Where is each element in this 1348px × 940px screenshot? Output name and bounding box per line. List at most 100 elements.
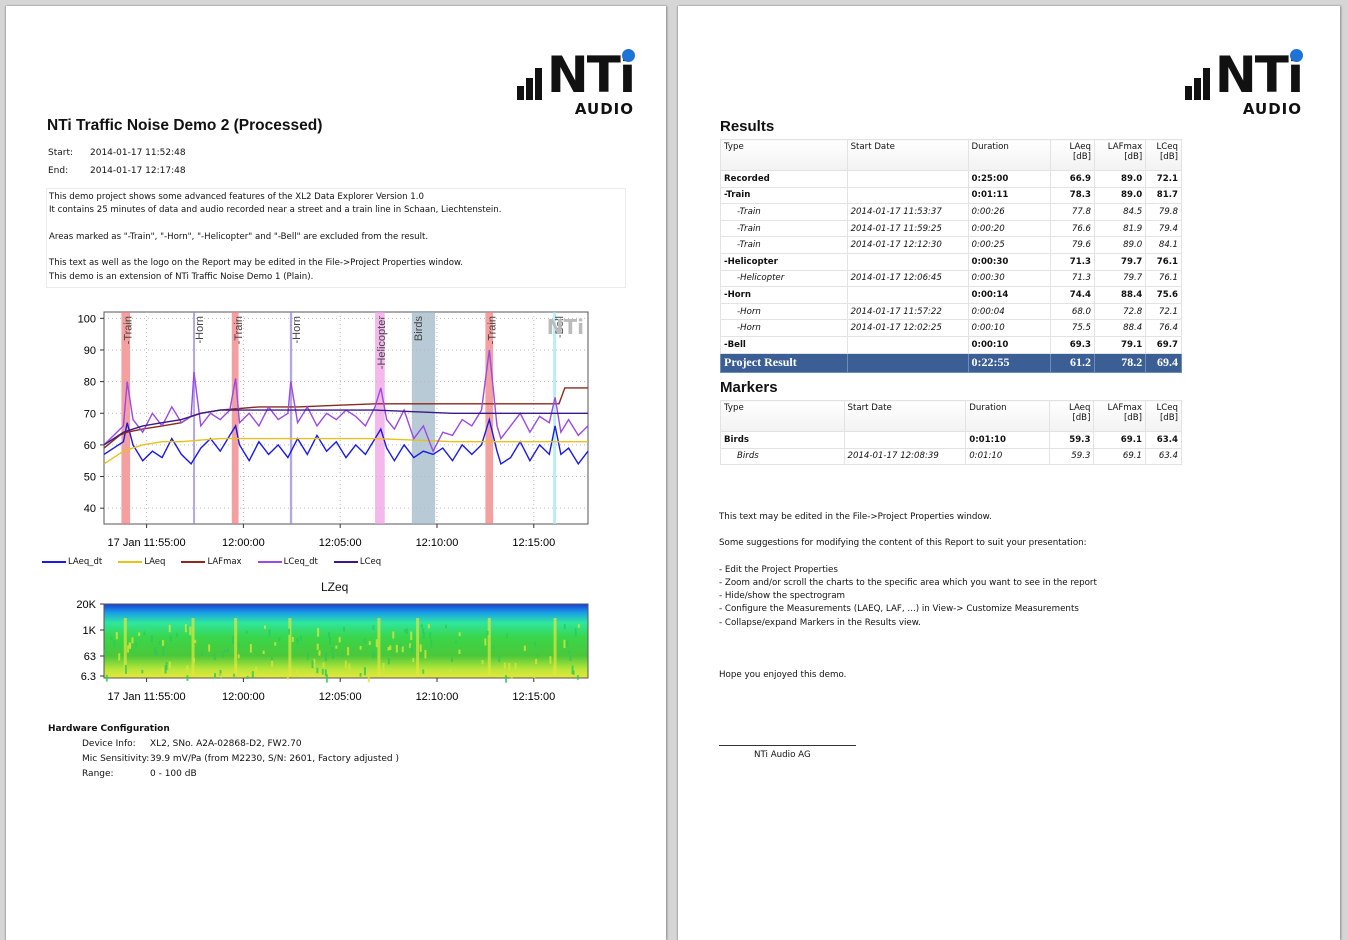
hardware-key: Range:	[82, 769, 114, 779]
legend-item[interactable]: LAeq_dt	[42, 557, 102, 567]
spectrogram-cell	[389, 645, 392, 651]
header-unit: [dB]	[1072, 152, 1091, 162]
suggestion-item: - Hide/show the spectrogram	[719, 591, 845, 602]
header-label: Duration	[971, 142, 1009, 152]
table-row[interactable]: Birds 2014-01-17 12:08:39 0:01:10 59.3 69.1 6…	[720, 447, 1182, 466]
table-cell: Birds	[720, 447, 845, 466]
column-header[interactable]: LCeq [dB]	[1145, 400, 1182, 432]
column-header[interactable]: Duration	[965, 400, 1050, 432]
table-cell: 0:01:10	[965, 447, 1050, 466]
table-cell: 59.3	[1048, 447, 1095, 466]
description-line: Areas marked as "-Train", "-Horn", "-Hel…	[49, 231, 429, 242]
table-row[interactable]: Birds 0:01:10 59.3 69.1 63.4	[720, 431, 1182, 449]
table-cell: 2014-01-17 11:59:25	[846, 219, 969, 238]
spectrogram-cell	[563, 639, 566, 649]
table-cell: 74.4	[1049, 286, 1096, 304]
table-row[interactable]: -Helicopter 0:00:30 71.3 79.7 76.1	[720, 252, 1182, 271]
table-cell: 79.6	[1049, 236, 1096, 254]
table-cell: -Train	[720, 203, 848, 221]
column-header[interactable]: Duration	[967, 139, 1051, 171]
x-tick-label: 12:10:00	[416, 691, 459, 703]
table-cell	[846, 335, 969, 354]
level-chart[interactable]: -Train -Horn -Train -Horn -Helicopter Birds -T…	[56, 302, 596, 552]
table-cell: 61.2	[1049, 352, 1096, 373]
spectrogram-cell	[563, 624, 566, 629]
column-header[interactable]: LAeq [dB]	[1049, 139, 1096, 171]
legend-label: LAeq	[144, 557, 166, 567]
table-cell: 2014-01-17 12:06:45	[846, 269, 969, 288]
column-header[interactable]: Type	[720, 400, 845, 432]
marker-band	[553, 312, 557, 524]
table-row[interactable]: -Helicopter 2014-01-17 12:06:45 0:00:30 71.…	[720, 269, 1182, 288]
column-header[interactable]: Type	[720, 139, 848, 171]
column-header[interactable]: LAeq [dB]	[1048, 400, 1095, 432]
spectrogram-cell	[213, 653, 216, 661]
table-row[interactable]: -Train 2014-01-17 11:53:37 0:00:26 77.8 84.5…	[720, 203, 1182, 221]
spectrogram-chart[interactable]: 20K 1K 63 6.3 17 Jan 11:55:00 12:00:00 12:05:0…	[56, 594, 596, 706]
table-row[interactable]: -Bell 0:00:10 69.3 79.1 69.7	[720, 335, 1182, 354]
closing-line: Hope you enjoyed this demo.	[719, 670, 847, 681]
spectrogram-title: LZeq	[321, 580, 349, 594]
table-row[interactable]: -Train 0:01:11 78.3 89.0 81.7	[720, 186, 1182, 205]
spectrogram-cell	[505, 633, 508, 639]
spectrogram-cell	[367, 675, 370, 683]
legend-item[interactable]: LCeq_dt	[257, 557, 318, 567]
column-header[interactable]: LCeq [dB]	[1145, 139, 1182, 171]
spectrogram-cell	[481, 660, 484, 665]
report-page-2: NTi AUDIO Results Type Start Date Duration…	[678, 6, 1340, 940]
table-row[interactable]: -Horn 0:00:14 74.4 88.4 75.6	[720, 286, 1182, 304]
table-cell	[846, 170, 969, 188]
spectrogram-cell	[401, 646, 404, 653]
table-cell: 69.3	[1049, 335, 1096, 354]
spectrogram-cell	[363, 638, 366, 644]
table-row[interactable]: -Train 2014-01-17 12:12:30 0:00:25 79.6 89.0…	[720, 236, 1182, 254]
end-value: 2014-01-17 12:17:48	[90, 166, 186, 176]
spectrogram-cell	[220, 673, 223, 678]
spectrogram-cell	[577, 624, 580, 628]
spectrogram-cell	[572, 670, 575, 675]
spectrogram-cell	[234, 663, 237, 673]
x-tick-label: 12:10:00	[416, 537, 459, 549]
spectrogram-cell	[387, 646, 390, 651]
marker-label: Birds	[413, 316, 425, 342]
page-title: NTi Traffic Noise Demo 2 (Processed)	[47, 117, 323, 134]
spectrogram-cell	[363, 667, 366, 676]
x-tick-label: 12:00:00	[222, 537, 265, 549]
table-cell	[846, 252, 969, 271]
table-cell: 69.4	[1145, 352, 1182, 373]
spectrogram-cell	[412, 658, 415, 663]
marker-label: -Horn	[194, 316, 206, 344]
spectrogram-cell	[287, 628, 290, 635]
header-label: LCeq	[1156, 403, 1178, 413]
spectrogram-cell	[406, 628, 409, 634]
column-header[interactable]: Start Date	[846, 139, 969, 171]
report-page-1: NTi AUDIO NTi Traffic Noise Demo 2 (Proc…	[6, 6, 666, 940]
spectrogram-cell	[348, 663, 351, 670]
table-cell: -Helicopter	[720, 252, 848, 271]
spectrogram-cell	[321, 668, 324, 675]
spectrogram-cell	[255, 666, 258, 673]
table-row[interactable]: -Horn 2014-01-17 12:02:25 0:00:10 75.5 88.4 7…	[720, 319, 1182, 337]
notes-line	[719, 551, 1097, 564]
column-header[interactable]: LAFmax [dB]	[1093, 139, 1147, 171]
spectrogram-cell	[194, 639, 197, 643]
spectrogram-cell	[113, 640, 116, 647]
spectrogram-cell	[193, 658, 196, 663]
project-result-row[interactable]: Project Result 0:22:55 61.2 78.2 69.4	[720, 352, 1182, 373]
hardware-value: 0 - 100 dB	[150, 769, 197, 779]
table-cell: 76.1	[1145, 269, 1182, 288]
suggestion-item: - Zoom and/or scroll the charts to the s…	[719, 578, 1097, 589]
table-row[interactable]: -Train 2014-01-17 11:59:25 0:00:20 76.6 81.9…	[720, 219, 1182, 238]
table-row[interactable]: -Horn 2014-01-17 11:57:22 0:00:04 68.0 72.8 7…	[720, 302, 1182, 321]
spectrogram-cell	[569, 655, 572, 661]
description-line: It contains 25 minutes of data and audio…	[49, 205, 502, 216]
legend-item[interactable]: LCeq	[333, 557, 382, 567]
legend-item[interactable]: LAFmax	[181, 557, 242, 567]
column-header[interactable]: Start Date	[843, 400, 967, 432]
spectrogram-cell	[105, 674, 108, 682]
spectrogram-cell	[410, 644, 413, 653]
table-row[interactable]: Recorded 0:25:00 66.9 89.0 72.1	[720, 170, 1182, 188]
column-header[interactable]: LAFmax [dB]	[1093, 400, 1147, 432]
legend-item[interactable]: LAeq	[118, 557, 165, 567]
legend-label: LCeq	[359, 557, 382, 567]
